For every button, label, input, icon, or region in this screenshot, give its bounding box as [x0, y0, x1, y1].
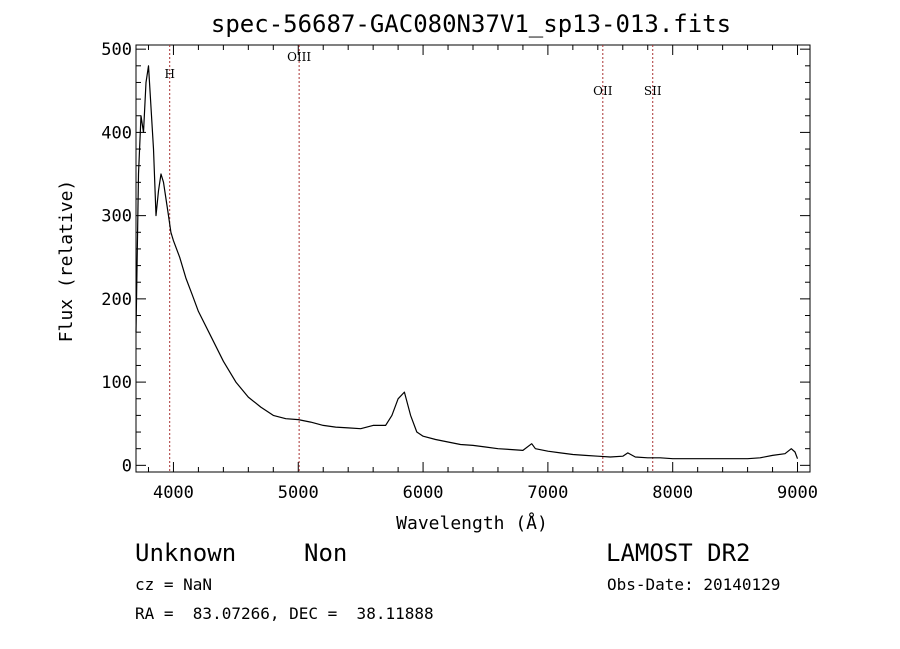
survey-name: LAMOST DR2 [606, 539, 751, 567]
x-tick-label: 6000 [403, 483, 444, 503]
y-tick-label: 200 [101, 290, 132, 310]
x-tick-label: 9000 [777, 483, 818, 503]
x-tick-label: 5000 [278, 483, 319, 503]
emission-line-label: OII [593, 84, 613, 98]
emission-line-label: H [164, 67, 174, 81]
y-tick-label: 300 [101, 207, 132, 227]
y-tick-label: 400 [101, 123, 132, 143]
y-tick-label: 100 [101, 373, 132, 393]
x-tick-label: 7000 [527, 483, 568, 503]
x-tick-label: 4000 [153, 483, 194, 503]
spectrum-line [135, 65, 799, 460]
object-class: Unknown [135, 539, 237, 567]
y-axis-label: Flux (relative) [56, 180, 77, 343]
plot-frame [135, 44, 811, 473]
y-tick-label: 500 [101, 40, 132, 60]
x-tick-label: 8000 [652, 483, 693, 503]
plot-area: 4000 5000 6000 7000 8000 9000 0 100 200 300 400 500… [101, 40, 818, 503]
emission-line-label: SII [644, 84, 662, 98]
ra-dec-coordinates: RA = 83.07266, DEC = 38.11888 [135, 604, 434, 623]
x-axis-label: Wavelength (Å) [396, 512, 548, 534]
chart-title: spec-56687-GAC080N37V1_sp13-013.fits [211, 10, 731, 38]
redshift-cz: cz = NaN [135, 575, 213, 594]
observation-date: Obs-Date: 20140129 [607, 575, 781, 594]
y-tick-label: 0 [122, 456, 132, 476]
object-subclass: Non [304, 539, 348, 567]
emission-line-label: OIII [287, 50, 311, 64]
